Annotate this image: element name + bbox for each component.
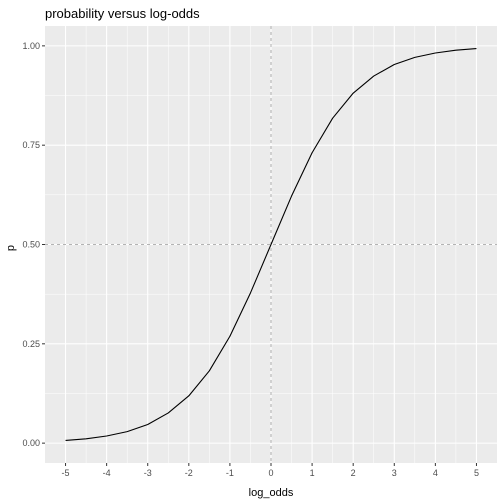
y-tick-label: 0.25 [22, 339, 40, 349]
y-tick-label: 0.50 [22, 240, 40, 250]
x-tick-label: 1 [310, 468, 315, 478]
x-tick-label: 2 [351, 468, 356, 478]
x-tick-label: -3 [144, 468, 152, 478]
y-tick-label: 0.75 [22, 140, 40, 150]
x-axis-title: log_odds [249, 487, 294, 499]
y-tick-label: 1.00 [22, 41, 40, 51]
x-axis-ticks: -5 -4 -3 -2 -1 0 1 2 3 4 5 [62, 463, 479, 478]
x-tick-label: -4 [103, 468, 111, 478]
x-tick-label: 0 [268, 468, 273, 478]
series-line [65, 47, 477, 442]
y-tick-label: 0.00 [22, 438, 40, 448]
series-layer [65, 47, 477, 442]
x-tick-label: -5 [62, 468, 70, 478]
y-axis-ticks: 0.00 0.25 0.50 0.75 1.00 [22, 41, 45, 448]
x-tick-label: -2 [185, 468, 193, 478]
x-tick-label: -1 [226, 468, 234, 478]
chart-title: probability versus log-odds [45, 6, 200, 21]
x-tick-label: 4 [433, 468, 438, 478]
x-tick-label: 5 [474, 468, 479, 478]
x-tick-label: 3 [392, 468, 397, 478]
y-axis-title: p [5, 245, 17, 251]
